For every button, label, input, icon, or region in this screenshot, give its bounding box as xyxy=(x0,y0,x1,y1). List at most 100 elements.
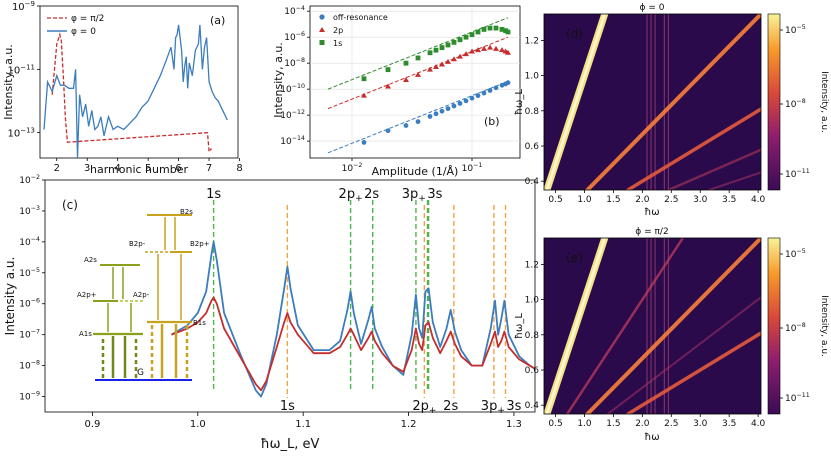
xtick-label-b-1: 10−1 xyxy=(462,162,483,174)
point-b-1-10 xyxy=(463,51,469,57)
panel-c-frame xyxy=(44,179,536,413)
point-b-2-11 xyxy=(469,32,475,37)
ytick-label-heat-3: 1.0 xyxy=(525,296,540,306)
point-b-0-10 xyxy=(463,98,469,104)
xtick-label-heat-4: 2.5 xyxy=(664,195,678,205)
point-b-2-14 xyxy=(487,25,493,31)
point-b-2-2 xyxy=(403,60,409,66)
panel-d-label: (d) xyxy=(566,27,583,41)
xtick-label-c-4: 1.3 xyxy=(506,419,522,430)
point-b-0-9 xyxy=(457,101,463,106)
ytick-label-a-2: 10−13 xyxy=(7,127,35,140)
xtick-label-heat-2: 1.5 xyxy=(606,419,620,429)
resonance-label-8: 3p+ xyxy=(481,399,505,416)
label-B2p-plus: B2p+ xyxy=(190,240,210,248)
point-b-1-2 xyxy=(403,77,409,83)
point-b-0-15 xyxy=(493,85,499,91)
point-b-2-16 xyxy=(499,26,505,32)
colorbar-e xyxy=(767,237,781,415)
ytick-label-heat-4: 1.2 xyxy=(525,36,539,46)
harmonic-core-1 xyxy=(545,238,606,414)
point-b-2-9 xyxy=(457,37,463,43)
ytick-label-heat-1: 0.6 xyxy=(525,366,540,376)
point-b-1-5 xyxy=(433,64,439,70)
cbtick-label-1: 10−8 xyxy=(785,98,806,110)
panel-d-ylabel: ħω_L xyxy=(514,89,525,115)
point-b-1-15 xyxy=(493,45,499,51)
point-b-1-1 xyxy=(385,83,391,89)
harmonic-stripe-2 xyxy=(626,106,761,190)
ground-label: G xyxy=(137,368,144,378)
panel-b-frame xyxy=(309,5,521,159)
point-b-0-16 xyxy=(499,82,505,88)
point-b-1-12 xyxy=(475,47,481,53)
point-b-0-7 xyxy=(445,106,451,112)
legend-b-entry-2: 1s xyxy=(333,39,342,48)
ytick-label-heat-1: 0.6 xyxy=(525,142,540,152)
point-b-2-6 xyxy=(439,45,445,50)
series-a-1 xyxy=(43,24,228,158)
panel-a-legend: φ = π/2 φ = 0 xyxy=(47,14,104,37)
point-b-0-1 xyxy=(385,128,391,134)
point-b-0-8 xyxy=(451,103,457,109)
point-b-2-7 xyxy=(445,42,451,48)
harmonic-stripe-3 xyxy=(667,148,761,190)
cbtick-label-0: 10−5 xyxy=(785,248,806,260)
xtick-label-heat-6: 3.5 xyxy=(722,419,736,429)
point-b-0-3 xyxy=(415,119,421,125)
point-b-2-0 xyxy=(361,76,367,82)
legend-b-entry-1: 2p xyxy=(333,26,343,35)
panel-a-ylabel: Intensity, a.u. xyxy=(2,44,15,120)
ytick-label-heat-4: 1.2 xyxy=(525,260,539,270)
harmonic-stripe-1 xyxy=(585,14,761,190)
panel-b-legend: off-resonance 2p 1s xyxy=(319,13,388,48)
xtick-label-c-0: 0.9 xyxy=(84,419,100,430)
xtick-label-heat-1: 1.0 xyxy=(577,419,592,429)
point-b-2-8 xyxy=(451,39,457,45)
colorbar-d xyxy=(767,13,781,191)
ytick-label-c-5: 10−7 xyxy=(19,329,40,341)
fit-b-0 xyxy=(327,80,509,154)
xtick-label-b-0: 10−2 xyxy=(342,162,363,174)
legend-b-entry-0: off-resonance xyxy=(333,13,388,22)
point-b-2-1 xyxy=(385,67,391,73)
point-b-1-16 xyxy=(499,47,505,53)
ytick-label-c-4: 10−6 xyxy=(19,298,40,310)
xtick-label-c-1: 1.0 xyxy=(190,419,206,430)
ytick-label-heat-2: 0.8 xyxy=(525,331,540,341)
panel-e-frame xyxy=(543,237,762,415)
ytick-label-heat-2: 0.8 xyxy=(525,107,540,117)
cbtick-label-2: 10−11 xyxy=(785,168,810,180)
label-B2p-minus: B2p- xyxy=(129,240,146,248)
panel-d: 0.5 1.0 1.5 2.0 2.5 3.0 3.5 4.00.40.60.81.01.2 … xyxy=(514,3,829,218)
panel-b-xlabel: Amplitude (1/Å) xyxy=(372,165,459,178)
cbtick-label-1: 10−8 xyxy=(785,322,806,334)
cbtick-label-2: 10−11 xyxy=(785,392,810,404)
colorbar-d-label: Intensity, a.u. xyxy=(819,71,829,133)
point-b-0-12 xyxy=(475,93,481,99)
resonance-label-7: 2s xyxy=(443,399,458,414)
series-a-0 xyxy=(51,32,213,154)
heatmap-d-background xyxy=(544,14,761,190)
ytick-label-a-0: 10−9 xyxy=(12,0,35,13)
xtick-label-heat-5: 3.0 xyxy=(693,419,708,429)
xtick-label-a-1: 3 xyxy=(84,163,90,174)
panel-a-xlabel: harmonic number xyxy=(90,163,188,176)
point-b-0-13 xyxy=(481,90,487,96)
energy-level-diagram: G A1s A2p+ A2p- A2s B1s B2p- B2p+ B2s xyxy=(77,208,210,381)
ytick-label-b-0: 10−4 xyxy=(284,5,305,17)
xtick-label-heat-2: 1.5 xyxy=(606,195,620,205)
resonance-label-6: 2p+ xyxy=(412,399,436,416)
ytick-label-c-2: 10−4 xyxy=(19,236,40,248)
panel-c-label: (c) xyxy=(62,198,78,212)
xtick-label-a-4: 6 xyxy=(175,163,181,174)
point-b-1-13 xyxy=(481,45,487,51)
xtick-label-heat-6: 3.5 xyxy=(722,195,736,205)
point-b-2-18 xyxy=(505,29,511,35)
ytick-label-heat-0: 0.4 xyxy=(525,177,540,187)
point-b-1-11 xyxy=(469,48,475,54)
xtick-label-heat-4: 2.5 xyxy=(664,419,678,429)
label-B2s: B2s xyxy=(180,208,193,216)
ytick-label-c-7: 10−9 xyxy=(19,391,40,403)
